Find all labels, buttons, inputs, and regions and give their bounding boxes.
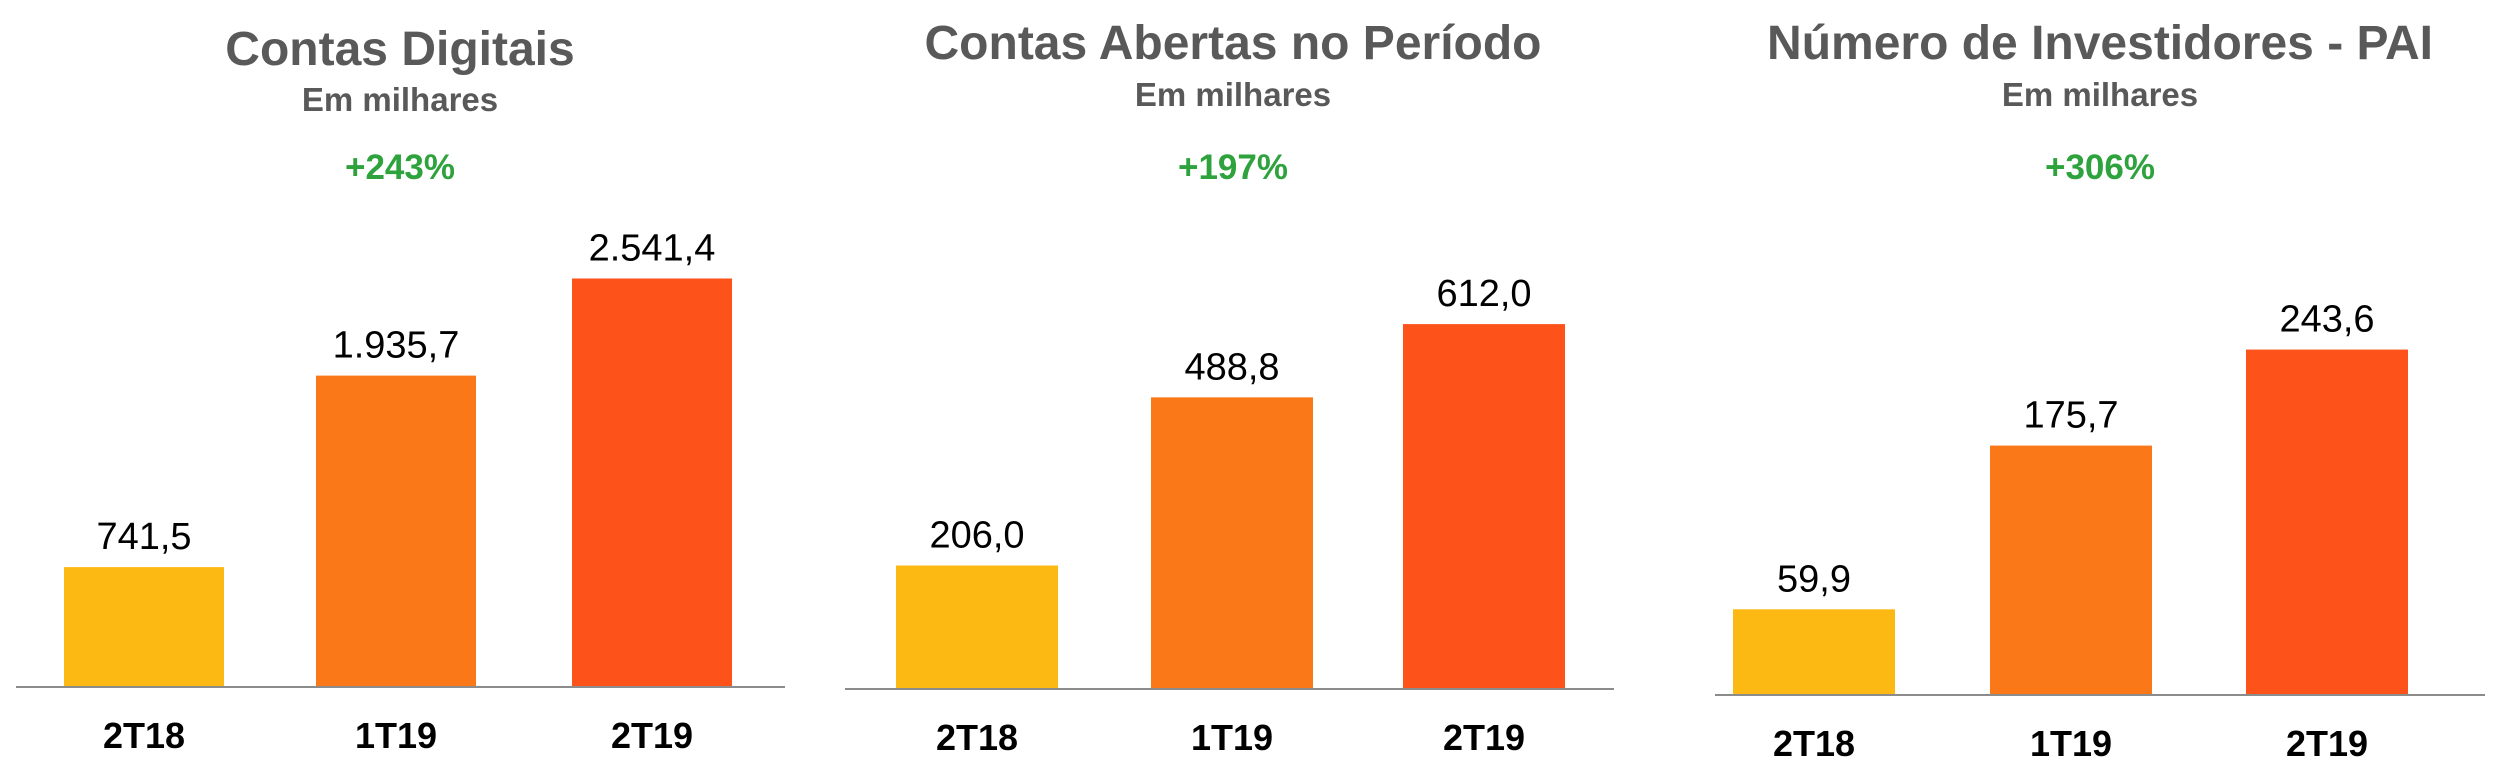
bar-1t19: [1990, 445, 2152, 694]
chart-title: Contas Digitais: [225, 23, 575, 76]
bar-2t19: [572, 278, 732, 686]
x-tick-label: 2T19: [611, 715, 693, 756]
bar-1t19: [1151, 397, 1313, 688]
bar-2t19: [1403, 324, 1565, 688]
chart-panel-contas-digitais: Contas Digitais Em milhares +243% 741,5 2…: [0, 0, 800, 766]
chart-title: Número de Investidores - PAI: [1767, 17, 2433, 70]
chart-subtitle: Em milhares: [2001, 76, 2199, 113]
growth-annotation: +197%: [1178, 148, 1288, 187]
bar-2t18: [1733, 609, 1895, 694]
x-tick-label: 1T19: [1191, 717, 1273, 758]
data-label: 2.541,4: [589, 227, 716, 269]
chart-panel-contas-abertas: Contas Abertas no Período Em milhares +1…: [833, 0, 1633, 766]
x-tick-label: 2T18: [103, 715, 185, 756]
data-label: 488,8: [1184, 346, 1279, 388]
bar-2t19: [2246, 349, 2408, 694]
x-tick-label: 1T19: [2030, 723, 2112, 764]
bar-chart-plot: 206,0 2T18 488,8 1T19 612,0 2T19: [845, 273, 1614, 758]
x-tick-label: 2T18: [1773, 723, 1855, 764]
data-label: 59,9: [1777, 558, 1851, 600]
data-label: 243,6: [2279, 299, 2374, 341]
chart-title: Contas Abertas no Período: [924, 17, 1542, 70]
bar-2t18: [896, 565, 1058, 688]
x-tick-label: 2T19: [2286, 723, 2368, 764]
data-label: 612,0: [1436, 273, 1531, 315]
x-tick-label: 1T19: [355, 715, 437, 756]
data-label: 741,5: [96, 516, 191, 558]
bar-2t18: [64, 567, 224, 686]
bar-chart-plot: 741,5 2T18 1.935,7 1T19 2.541,4 2T19: [16, 227, 785, 756]
data-label: 175,7: [2023, 395, 2118, 437]
growth-annotation: +243%: [345, 148, 455, 187]
x-tick-label: 2T19: [1443, 717, 1525, 758]
growth-annotation: +306%: [2045, 148, 2155, 187]
chart-panel-investidores-pai: Número de Investidores - PAI Em milhares…: [1700, 0, 2500, 766]
data-label: 1.935,7: [333, 325, 460, 367]
chart-subtitle: Em milhares: [301, 81, 499, 118]
x-tick-label: 2T18: [936, 717, 1018, 758]
bar-1t19: [316, 375, 476, 686]
chart-subtitle: Em milhares: [1134, 76, 1332, 113]
data-label: 206,0: [929, 515, 1024, 557]
bar-chart-plot: 59,9 2T18 175,7 1T19 243,6 2T19: [1715, 299, 2485, 764]
